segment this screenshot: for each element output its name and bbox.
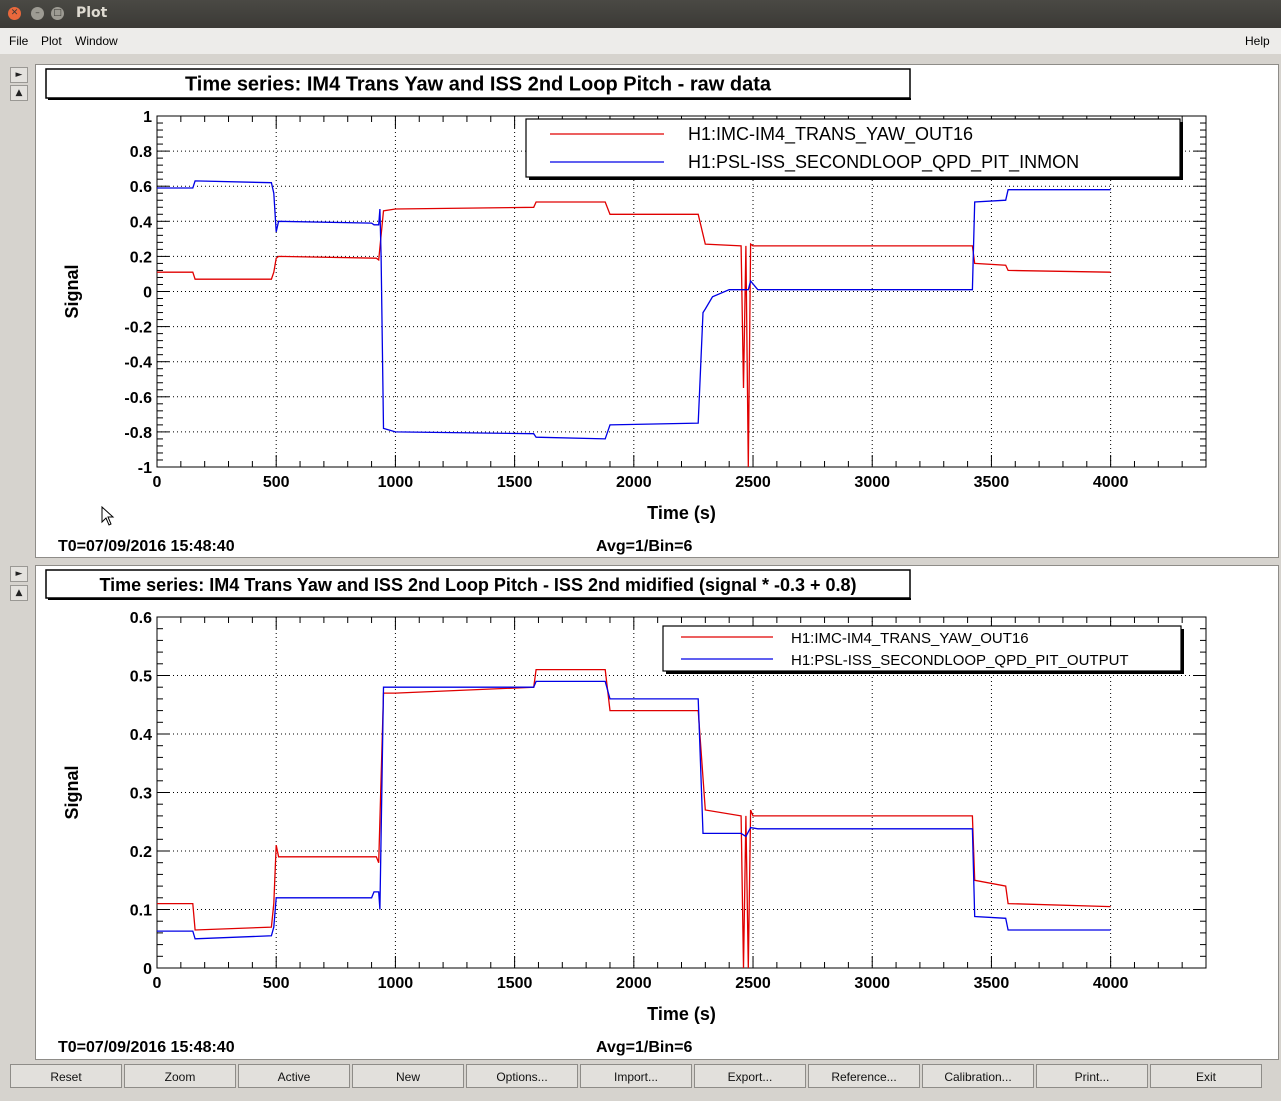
x-axis-label: Time (s)	[647, 1004, 716, 1024]
y-tick-label: 0.3	[130, 786, 152, 803]
chart-title-box	[45, 569, 911, 599]
y-tick-label: 0.4	[130, 727, 152, 744]
toolbar-button-options[interactable]: Options...	[466, 1064, 578, 1088]
pad2-collapse-button[interactable]: ▲	[10, 585, 28, 601]
info-t0: T0=07/09/2016 15:48:40	[58, 1039, 235, 1056]
toolbar-button-active[interactable]: Active	[238, 1064, 350, 1088]
series-line-1	[157, 201, 1111, 468]
x-axis-label: Time (s)	[647, 503, 716, 523]
toolbar-button-reset[interactable]: Reset	[10, 1064, 122, 1088]
y-axis-label: Signal	[62, 765, 82, 819]
legend-box	[525, 118, 1181, 178]
legend-label-1: H1:IMC-IM4_TRANS_YAW_OUT16	[688, 124, 973, 145]
x-tick-label: 4000	[1093, 474, 1129, 491]
x-tick-label: 3000	[854, 975, 890, 992]
window-title: Plot	[76, 5, 108, 21]
menu-window[interactable]: Window	[75, 34, 118, 48]
menu-plot[interactable]: Plot	[41, 34, 62, 48]
series-line-2	[157, 680, 1111, 940]
toolbar-button-exit[interactable]: Exit	[1150, 1064, 1262, 1088]
x-tick-label: 500	[263, 975, 290, 992]
y-tick-label: -0.4	[124, 355, 152, 372]
toolbar-button-calibration[interactable]: Calibration...	[922, 1064, 1034, 1088]
x-tick-label: 2500	[735, 975, 771, 992]
y-tick-label: 1	[143, 109, 152, 126]
x-tick-label: 2000	[616, 474, 652, 491]
x-tick-label: 2000	[616, 975, 652, 992]
x-tick-label: 0	[153, 975, 162, 992]
y-tick-label: 0.8	[130, 144, 152, 161]
pad1-expand-button[interactable]: ►	[10, 67, 28, 83]
pad1-collapse-button[interactable]: ▲	[10, 85, 28, 101]
pad2-expand-button[interactable]: ►	[10, 566, 28, 582]
menu-help[interactable]: Help	[1245, 34, 1270, 48]
y-tick-label: 0.6	[130, 179, 152, 196]
toolbar-button-zoom[interactable]: Zoom	[124, 1064, 236, 1088]
x-tick-label: 1000	[378, 975, 414, 992]
toolbar-button-print[interactable]: Print...	[1036, 1064, 1148, 1088]
chart-title: Time series: IM4 Trans Yaw and ISS 2nd L…	[185, 74, 772, 96]
x-tick-label: 3500	[974, 975, 1010, 992]
x-tick-label: 500	[263, 474, 290, 491]
series-line-2	[157, 180, 1111, 440]
y-tick-label: 0.2	[130, 249, 152, 266]
info-t0: T0=07/09/2016 15:48:40	[58, 538, 235, 555]
x-tick-label: 2500	[735, 474, 771, 491]
toolbar-button-new[interactable]: New	[352, 1064, 464, 1088]
chart-title-box	[45, 68, 911, 99]
window-titlebar: ✕ – □ Plot	[0, 0, 1281, 28]
x-tick-label: 3000	[854, 474, 890, 491]
y-tick-label: -1	[138, 460, 152, 477]
menu-file[interactable]: File	[9, 34, 29, 48]
y-tick-label: -0.6	[124, 390, 152, 407]
x-tick-label: 4000	[1093, 975, 1129, 992]
mouse-cursor-icon	[101, 506, 115, 526]
y-tick-label: 0.2	[130, 844, 152, 861]
chart-1: Time series: IM4 Trans Yaw and ISS 2nd L…	[45, 68, 1207, 555]
toolbar-button-reference[interactable]: Reference...	[808, 1064, 920, 1088]
legend-label-1: H1:IMC-IM4_TRANS_YAW_OUT16	[791, 630, 1029, 647]
y-tick-label: 0.1	[130, 903, 152, 920]
x-tick-label: 1500	[497, 474, 533, 491]
x-tick-label: 1000	[378, 474, 414, 491]
toolbar-button-import[interactable]: Import...	[580, 1064, 692, 1088]
minimize-icon[interactable]: –	[31, 7, 44, 20]
y-tick-label: 0	[143, 961, 152, 978]
info-avg: Avg=1/Bin=6	[596, 1039, 692, 1056]
plot-pad-1[interactable]: Time series: IM4 Trans Yaw and ISS 2nd L…	[35, 64, 1279, 558]
info-avg: Avg=1/Bin=6	[596, 538, 692, 555]
chart-title: Time series: IM4 Trans Yaw and ISS 2nd L…	[99, 575, 856, 595]
series-line-1	[157, 668, 1111, 969]
toolbar-button-export[interactable]: Export...	[694, 1064, 806, 1088]
y-axis-label: Signal	[62, 264, 82, 318]
close-icon[interactable]: ✕	[8, 7, 21, 20]
y-tick-label: 0.6	[130, 610, 152, 627]
x-tick-label: 0	[153, 474, 162, 491]
bottom-toolbar: Reset Zoom Active New Options... Import... Exp…	[0, 1064, 1281, 1092]
plot-pad-2[interactable]: Time series: IM4 Trans Yaw and ISS 2nd L…	[35, 565, 1279, 1060]
y-tick-label: 0	[143, 285, 152, 302]
maximize-icon[interactable]: □	[51, 7, 64, 20]
menubar: File Plot Window Help	[0, 28, 1281, 54]
y-tick-label: -0.8	[124, 425, 152, 442]
y-tick-label: 0.5	[130, 669, 152, 686]
x-tick-label: 1500	[497, 975, 533, 992]
y-tick-label: -0.2	[124, 320, 152, 337]
chart-2: Time series: IM4 Trans Yaw and ISS 2nd L…	[45, 569, 1207, 1056]
x-tick-label: 3500	[974, 474, 1010, 491]
legend-label-2: H1:PSL-ISS_SECONDLOOP_QPD_PIT_OUTPUT	[791, 652, 1129, 669]
legend-label-2: H1:PSL-ISS_SECONDLOOP_QPD_PIT_INMON	[688, 152, 1079, 173]
y-tick-label: 0.4	[130, 214, 152, 231]
